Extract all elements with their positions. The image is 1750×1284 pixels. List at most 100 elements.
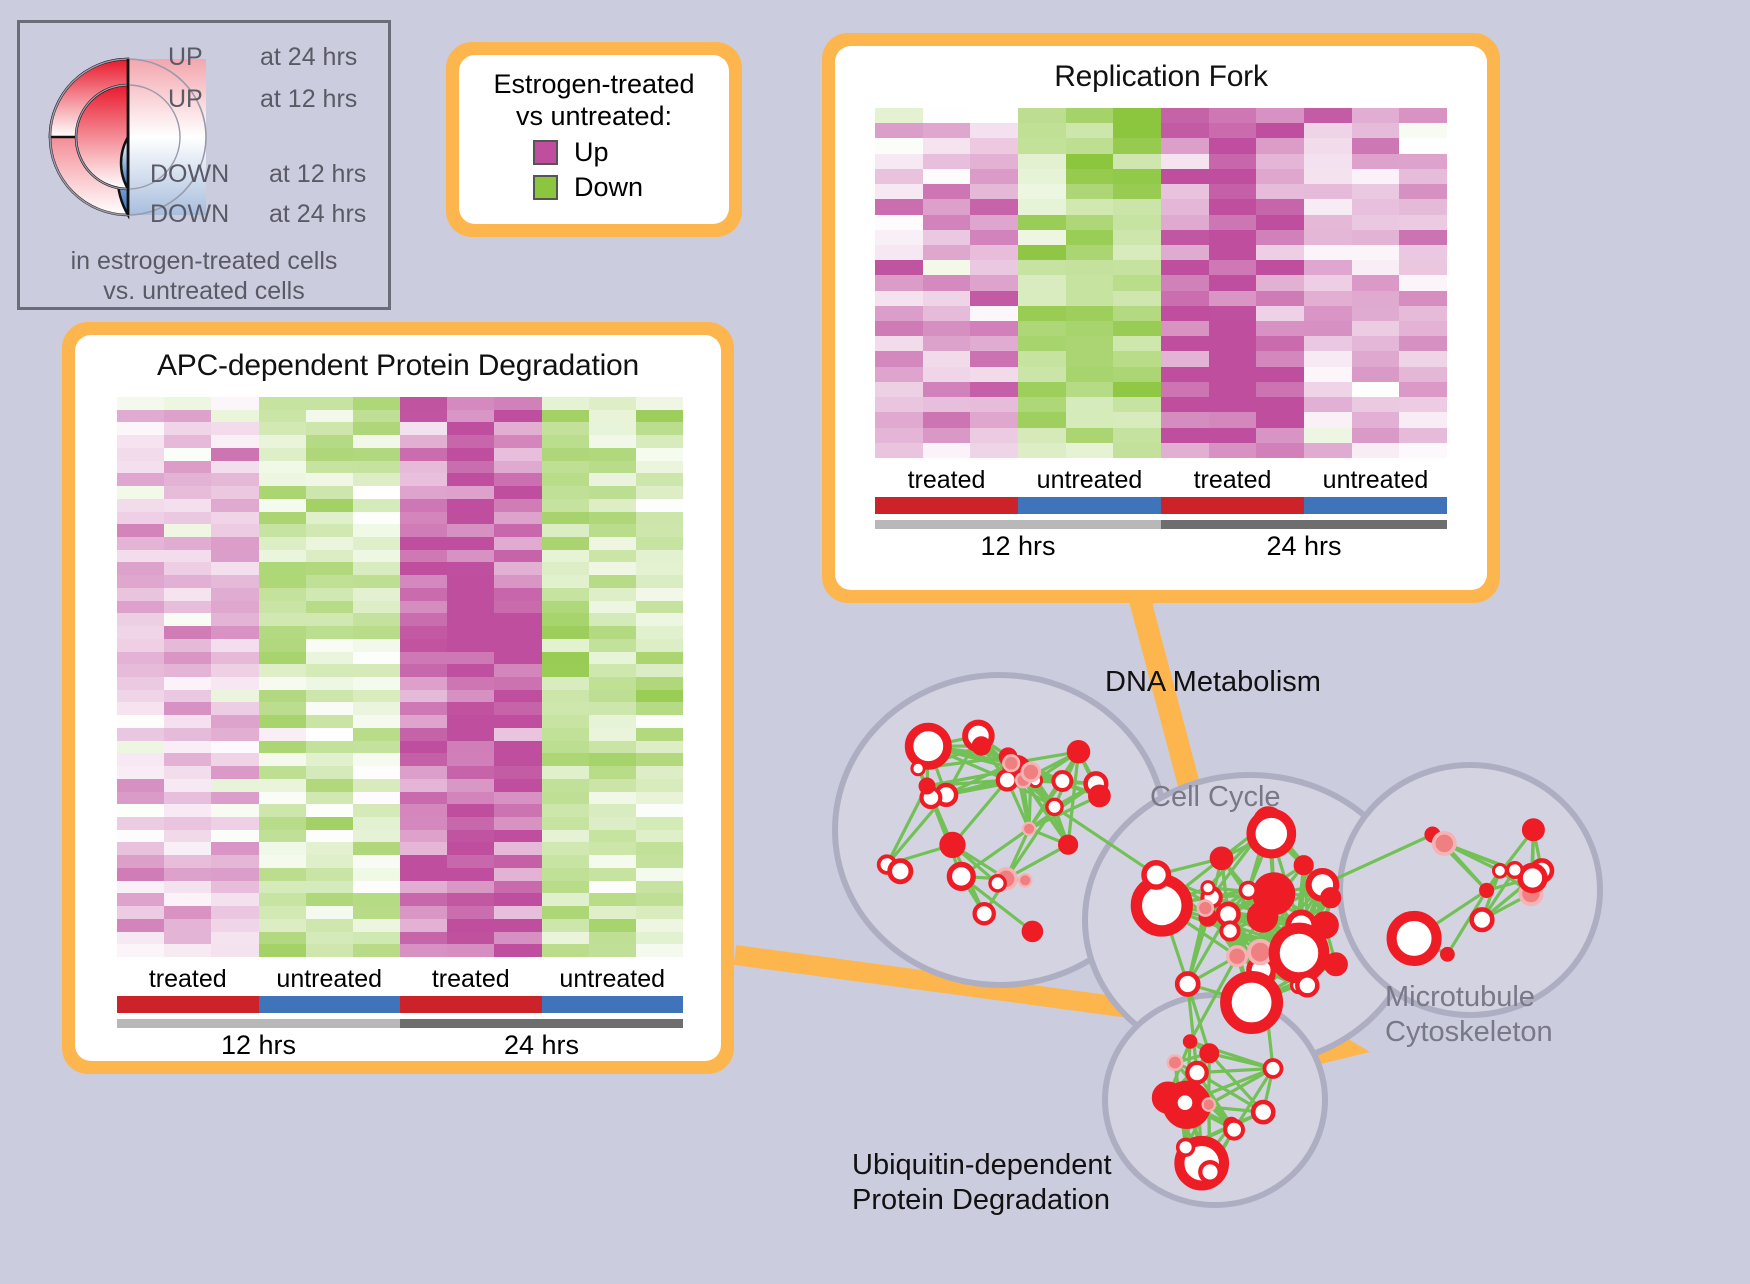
panel-replication-fork[interactable]: Replication Fork treated untreated treat… xyxy=(822,33,1500,603)
network-node[interactable] xyxy=(1176,1093,1195,1112)
network-node[interactable] xyxy=(1297,975,1317,995)
network-node[interactable] xyxy=(1198,901,1213,916)
network-node[interactable] xyxy=(1508,863,1523,878)
network-node[interactable] xyxy=(1211,848,1231,868)
cluster-label-microtubule: Microtubule Cytoskeleton xyxy=(1385,980,1553,1050)
network-node[interactable] xyxy=(1178,1139,1194,1155)
network-node[interactable] xyxy=(1251,813,1292,854)
heatmap-cell xyxy=(447,855,494,868)
key-ring-time-3: at 24 hrs xyxy=(269,200,366,229)
network-node[interactable] xyxy=(998,771,1017,790)
network-node[interactable] xyxy=(1022,763,1040,781)
network-node[interactable] xyxy=(973,738,990,755)
network-node[interactable] xyxy=(1144,863,1168,887)
network-node[interactable] xyxy=(1295,857,1312,874)
heatmap-cell xyxy=(211,537,258,550)
panel-apc-degradation[interactable]: APC-dependent Protein Degradation treate… xyxy=(62,322,734,1074)
heatmap-cell xyxy=(259,906,306,919)
network-node[interactable] xyxy=(1168,1055,1182,1069)
heatmap-cell xyxy=(1352,428,1400,443)
network-node[interactable] xyxy=(990,876,1005,891)
network-node[interactable] xyxy=(1069,742,1089,762)
network-diagram[interactable]: DNA Metabolism Cell Cycle Microtubule Cy… xyxy=(790,600,1750,1279)
network-node[interactable] xyxy=(1240,883,1256,899)
heatmap-cell xyxy=(589,512,636,525)
heatmap-cell xyxy=(542,664,589,677)
network-node[interactable] xyxy=(1434,833,1455,854)
network-node[interactable] xyxy=(1019,874,1031,886)
heatmap-cell xyxy=(1304,443,1352,458)
heatmap-cell xyxy=(970,397,1018,412)
network-node[interactable] xyxy=(1023,922,1041,940)
heatmap-cell xyxy=(259,537,306,550)
network-node[interactable] xyxy=(909,727,947,765)
network-node[interactable] xyxy=(1221,922,1238,939)
network-node[interactable] xyxy=(1494,864,1507,877)
network-node[interactable] xyxy=(1177,974,1198,995)
heatmap-cell xyxy=(1113,382,1161,397)
heatmap-cell xyxy=(164,804,211,817)
heatmap-cell xyxy=(259,753,306,766)
network-node[interactable] xyxy=(1253,1102,1273,1122)
network-node[interactable] xyxy=(1053,772,1071,790)
network-node[interactable] xyxy=(1184,1035,1196,1047)
heatmap-cell xyxy=(636,435,683,448)
network-node[interactable] xyxy=(890,861,911,882)
heatmap-cell xyxy=(1399,138,1447,153)
network-node[interactable] xyxy=(1480,884,1493,897)
heatmap-cell xyxy=(1161,306,1209,321)
heatmap-replication-fork[interactable] xyxy=(875,108,1447,458)
heatmap-cell xyxy=(353,664,400,677)
group-labels-apc-degradation: treated untreated treated untreated xyxy=(117,965,683,994)
network-node[interactable] xyxy=(1520,866,1545,891)
network-node[interactable] xyxy=(1047,799,1062,814)
heatmap-cell xyxy=(117,639,164,652)
heatmap-cell xyxy=(211,664,258,677)
heatmap-cell xyxy=(164,741,211,754)
network-node[interactable] xyxy=(1472,909,1493,930)
heatmap-apc-degradation[interactable] xyxy=(117,397,683,957)
heatmap-cell xyxy=(636,779,683,792)
network-node[interactable] xyxy=(1202,882,1214,894)
network-node[interactable] xyxy=(1322,889,1340,907)
legend-label-up: Up xyxy=(574,137,609,168)
heatmap-cell xyxy=(447,919,494,932)
network-node[interactable] xyxy=(1441,948,1454,961)
network-node[interactable] xyxy=(1226,977,1277,1028)
legend-label-down: Down xyxy=(574,172,643,203)
network-node[interactable] xyxy=(1228,947,1247,966)
network-node[interactable] xyxy=(975,904,994,923)
network-node[interactable] xyxy=(1004,756,1019,771)
network-node[interactable] xyxy=(1023,823,1035,835)
heatmap-cell xyxy=(923,397,971,412)
network-node[interactable] xyxy=(949,865,973,889)
network-node[interactable] xyxy=(1265,1060,1282,1077)
heatmap-cell xyxy=(970,138,1018,153)
heatmap-cell xyxy=(970,443,1018,458)
network-node[interactable] xyxy=(1225,1121,1243,1139)
network-node[interactable] xyxy=(1187,1063,1206,1082)
network-node[interactable] xyxy=(920,779,934,793)
heatmap-cell xyxy=(1066,306,1114,321)
network-node[interactable] xyxy=(912,762,924,774)
network-node[interactable] xyxy=(1060,836,1077,853)
network-node[interactable] xyxy=(1249,941,1272,964)
network-node[interactable] xyxy=(1392,916,1437,961)
heatmap-cell xyxy=(259,779,306,792)
network-node[interactable] xyxy=(1090,786,1109,805)
heatmap-cell xyxy=(542,473,589,486)
network-node[interactable] xyxy=(1203,1098,1215,1110)
network-node[interactable] xyxy=(1201,1045,1218,1062)
heatmap-cell xyxy=(1113,169,1161,184)
network-node[interactable] xyxy=(1274,928,1324,978)
heatmap-cell xyxy=(259,741,306,754)
group-labels-replication-fork: treated untreated treated untreated xyxy=(875,466,1447,495)
heatmap-cell xyxy=(542,435,589,448)
heatmap-cell xyxy=(1113,351,1161,366)
network-node[interactable] xyxy=(1249,904,1276,931)
heatmap-cell xyxy=(164,664,211,677)
network-node[interactable] xyxy=(941,834,963,856)
network-node[interactable] xyxy=(1524,820,1544,840)
heatmap-cell xyxy=(1256,382,1304,397)
network-node[interactable] xyxy=(1200,1162,1219,1181)
